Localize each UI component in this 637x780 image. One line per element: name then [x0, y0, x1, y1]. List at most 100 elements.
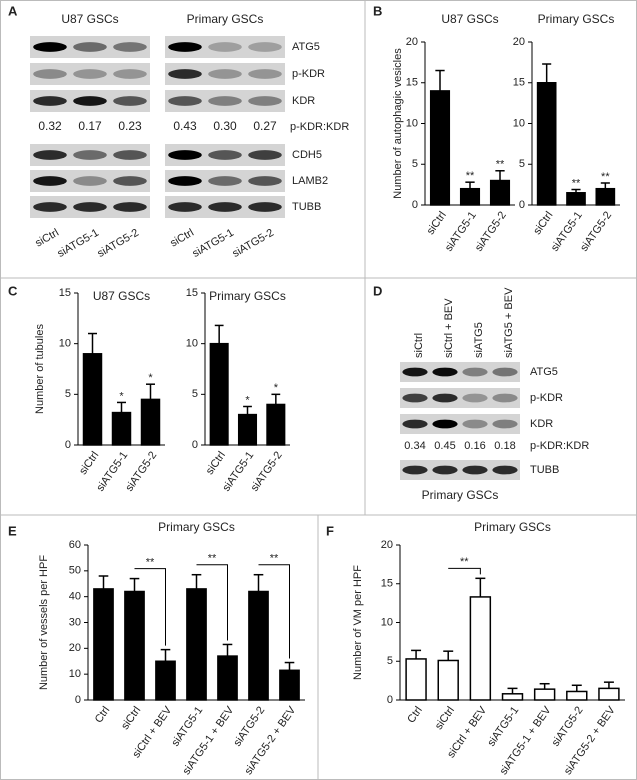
- blot-band: [33, 42, 67, 52]
- blot-band: [402, 393, 428, 403]
- blot-band: [168, 176, 202, 186]
- blot-strip: [165, 63, 285, 85]
- ratio-value: 0.32: [38, 119, 62, 133]
- y-tick-label: 15: [381, 578, 393, 590]
- y-tick-label: 15: [513, 77, 525, 89]
- row-label: KDR: [292, 95, 315, 107]
- ratio-value: 0.34: [404, 440, 425, 452]
- y-tick-label: 20: [69, 642, 81, 654]
- blot-band: [208, 96, 242, 106]
- blot-band: [33, 96, 67, 106]
- blot-band: [208, 176, 242, 186]
- significance-label: *: [148, 372, 153, 384]
- y-tick-label: 5: [65, 388, 71, 400]
- y-tick-label: 10: [69, 668, 81, 680]
- panel-label: B: [373, 3, 382, 18]
- bar: [405, 658, 427, 701]
- bar: [536, 82, 557, 206]
- lane-label: siCtrl: [413, 333, 425, 358]
- significance-label: *: [274, 382, 279, 394]
- y-tick-label: 10: [513, 117, 525, 129]
- blot-band: [492, 393, 518, 403]
- blot-band: [33, 176, 67, 186]
- blot-band: [168, 69, 202, 79]
- blot-strip: [165, 36, 285, 58]
- y-axis-label: Number of VM per HPF: [352, 565, 364, 680]
- row-label: ATG5: [292, 41, 320, 53]
- y-tick-label: 5: [412, 158, 418, 170]
- row-label: CDH5: [292, 149, 322, 161]
- y-tick-label: 20: [381, 539, 393, 551]
- y-tick-label: 0: [387, 694, 393, 706]
- y-tick-label: 50: [69, 565, 81, 577]
- ratio-value: 0.23: [118, 119, 142, 133]
- bar: [217, 655, 238, 701]
- blot-band: [402, 367, 428, 377]
- bar: [598, 687, 620, 701]
- blot-band: [248, 42, 282, 52]
- blot-strip: [30, 170, 150, 192]
- y-tick-label: 20: [406, 36, 418, 48]
- blot-band: [462, 465, 488, 475]
- bar: [237, 413, 258, 446]
- blot-band: [73, 176, 107, 186]
- chart-title: Primary GSCs: [158, 520, 235, 534]
- chart-title: Primary GSCs: [474, 520, 551, 534]
- ratio-value: 0.18: [494, 440, 515, 452]
- y-tick-label: 10: [406, 117, 418, 129]
- significance-label: **: [496, 159, 505, 171]
- blot-band: [73, 42, 107, 52]
- blot-group-title: Primary GSCs: [187, 12, 264, 26]
- blot-strip: [400, 362, 520, 382]
- blot-band: [168, 150, 202, 160]
- blot-band: [113, 96, 147, 106]
- bar: [140, 398, 161, 446]
- chart-title: U87 GSCs: [93, 289, 150, 303]
- bar: [248, 590, 269, 701]
- blot-band: [248, 176, 282, 186]
- chart-title: U87 GSCs: [441, 12, 498, 26]
- ratio-value: 0.27: [253, 119, 277, 133]
- blot-band: [113, 69, 147, 79]
- y-tick-label: 0: [412, 199, 418, 211]
- blot-band: [113, 202, 147, 212]
- blot-band: [432, 367, 458, 377]
- significance-label: **: [466, 170, 475, 182]
- y-tick-label: 10: [59, 338, 71, 350]
- ratio-value: 0.43: [173, 119, 197, 133]
- y-tick-label: 15: [59, 287, 71, 299]
- blot-strip: [400, 460, 520, 480]
- bar: [186, 588, 207, 701]
- blot-band: [33, 202, 67, 212]
- y-axis-label: Number of tubules: [34, 324, 46, 414]
- bar: [469, 596, 492, 701]
- blot-band: [432, 419, 458, 429]
- blot-strip: [400, 388, 520, 408]
- bar: [533, 688, 556, 701]
- blot-band: [113, 176, 147, 186]
- row-label: TUBB: [292, 201, 321, 213]
- bar: [595, 187, 616, 206]
- y-tick-label: 10: [186, 338, 198, 350]
- blot-strip: [400, 414, 520, 434]
- bar: [429, 90, 451, 206]
- significance-label: **: [572, 177, 581, 189]
- y-tick-label: 0: [65, 439, 71, 451]
- row-label: TUBB: [530, 464, 559, 476]
- bar: [124, 590, 145, 701]
- y-tick-label: 5: [192, 388, 198, 400]
- lane-label: siATG5: [473, 322, 485, 358]
- y-tick-label: 5: [387, 655, 393, 667]
- significance-bracket: [196, 564, 228, 641]
- blot-band: [208, 202, 242, 212]
- ratio-value: 0.16: [464, 440, 485, 452]
- significance-bracket: [134, 568, 166, 646]
- bar: [566, 690, 588, 701]
- significance-bracket: [448, 567, 481, 575]
- blot-band: [168, 42, 202, 52]
- blot-band: [248, 150, 282, 160]
- blot-band: [208, 42, 242, 52]
- ratio-label: p-KDR:KDR: [290, 121, 349, 133]
- blot-band: [208, 150, 242, 160]
